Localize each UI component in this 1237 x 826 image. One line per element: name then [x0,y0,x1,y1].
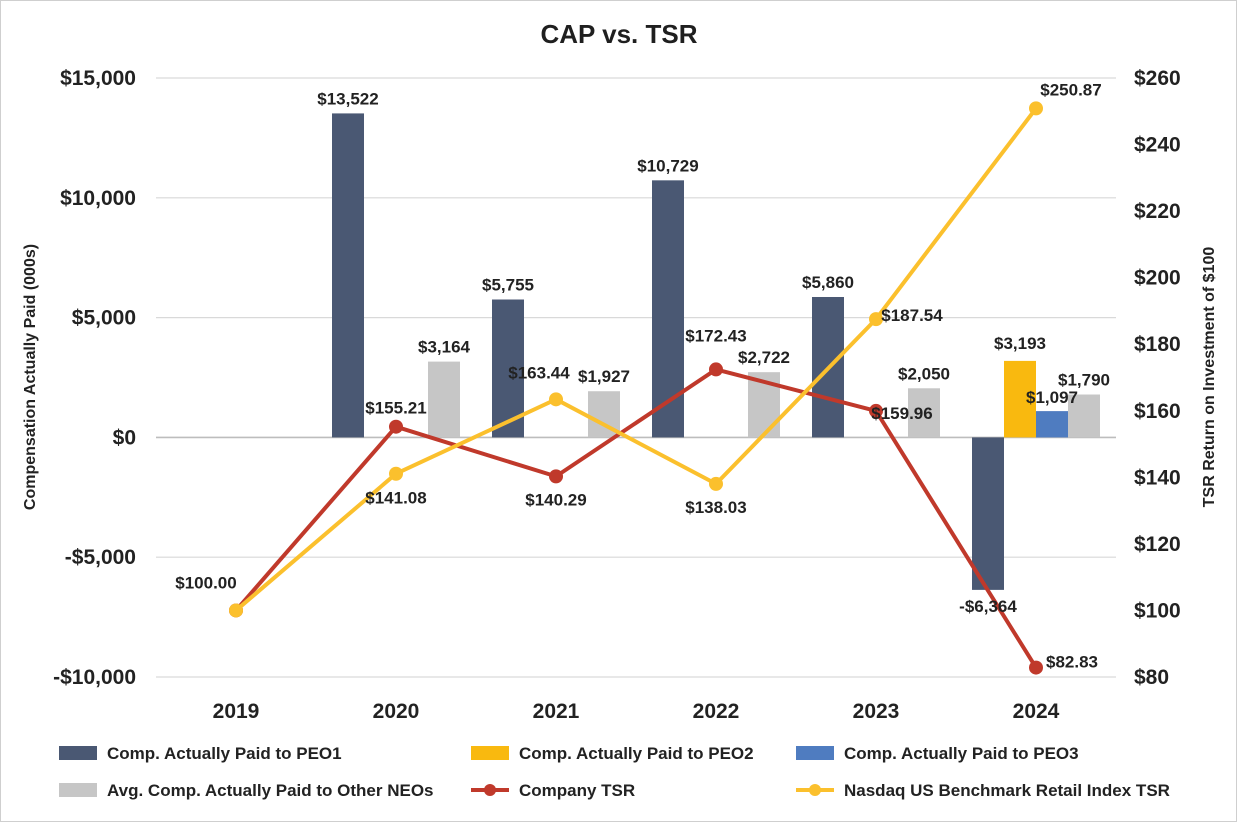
line-data-label: $163.44 [508,363,570,382]
line-point [549,392,563,407]
line-data-label: $140.29 [525,490,586,509]
line-point [389,466,403,481]
line-data-label: $172.43 [685,326,746,345]
bar [1004,360,1036,438]
line-data-label: $155.21 [365,399,426,418]
line-point [229,603,243,618]
bar [1068,394,1100,438]
x-tick-label: 2022 [693,700,740,723]
x-tick-label: 2021 [533,700,580,723]
gridlines [156,77,1116,678]
line-point [709,362,723,377]
x-tick-label: 2019 [213,700,260,723]
bar-data-label: $2,722 [738,348,790,367]
left-tick-label: $15,000 [60,67,136,90]
right-tick-label: $80 [1134,666,1169,689]
bar-data-label: $1,927 [578,367,630,386]
line-data-label: $82.83 [1046,653,1098,672]
bar [652,180,684,438]
chart-title: CAP vs. TSR [540,19,697,49]
line-data-label: $141.08 [365,489,426,508]
line-data-label: $100.00 [175,573,236,592]
bar-data-label: $5,755 [482,276,534,295]
left-tick-label: $10,000 [60,187,136,210]
right-tick-label: $140 [1134,466,1181,489]
left-tick-label: $0 [113,426,136,449]
line-point [869,403,883,418]
line-data-label: $187.54 [881,306,943,325]
legend-label: Avg. Comp. Actually Paid to Other NEOs [107,781,434,800]
bar-data-label: $2,050 [898,364,950,383]
line-point [709,476,723,491]
line-point [869,312,883,327]
x-tick-label: 2023 [853,700,900,723]
bar-data-label: $3,193 [994,334,1046,353]
legend: Comp. Actually Paid to PEO1 Comp. Actuall… [59,744,1170,800]
x-tick-label: 2020 [373,700,420,723]
right-axis-ticks: $260 $240 $220 $200 $180 $160 $140 $120 $100 $80 [1134,67,1181,689]
bar-data-label: $1,790 [1058,371,1110,390]
right-tick-label: $160 [1134,400,1181,423]
left-tick-label: -$5,000 [65,546,136,569]
line-series [229,101,1043,675]
legend-swatch [471,746,509,760]
right-tick-label: $120 [1134,533,1181,556]
line-point [549,469,563,484]
bar-data-label: -$6,364 [959,597,1017,616]
bar-data-label: $1,097 [1026,388,1078,407]
right-tick-label: $220 [1134,200,1181,223]
bar-series [332,113,1100,590]
right-tick-label: $180 [1134,333,1181,356]
x-axis-ticks: 2019 2020 2021 2022 2023 2024 [213,700,1060,723]
line-path [234,107,1038,612]
legend-swatch [796,746,834,760]
line-data-label: $138.03 [685,498,746,517]
left-tick-label: $5,000 [72,307,136,330]
legend-label: Nasdaq US Benchmark Retail Index TSR [844,781,1170,800]
line-point [389,419,403,434]
line-data-label: $159.96 [871,404,932,423]
line-data-label: $250.87 [1040,80,1101,99]
legend-marker [484,784,496,796]
legend-swatch [59,783,97,797]
line-path [234,367,1038,669]
right-tick-label: $240 [1134,134,1181,157]
line-point [1029,660,1043,675]
bar [1036,411,1068,438]
bar-data-label: $10,729 [637,156,698,175]
legend-swatch [59,746,97,760]
legend-label: Comp. Actually Paid to PEO2 [519,744,754,763]
right-tick-label: $260 [1134,67,1181,90]
bar [492,299,524,438]
left-axis-title: Compensation Actually Paid (000s) [22,244,39,510]
right-axis-title: TSR Return on Investment of $100 [1201,247,1218,508]
legend-label: Company TSR [519,781,635,800]
bar-data-label: $3,164 [418,338,471,357]
right-tick-label: $200 [1134,267,1181,290]
legend-marker [809,784,821,796]
left-tick-label: -$10,000 [53,666,136,689]
legend-label: Comp. Actually Paid to PEO1 [107,744,342,763]
bar [908,388,940,438]
bar-data-label: $5,860 [802,273,854,292]
left-axis-ticks: $15,000 $10,000 $5,000 $0 -$5,000 -$10,000 [53,67,136,689]
line-point [1029,101,1043,116]
bar [428,361,460,438]
right-tick-label: $100 [1134,599,1181,622]
data-labels: $13,522 $5,755 $10,729 $5,860 -$6,364 $3,193 $… [175,80,1110,671]
x-tick-label: 2024 [1013,700,1060,723]
bar [332,113,364,438]
bar [972,437,1004,590]
legend-label: Comp. Actually Paid to PEO3 [844,744,1079,763]
bar-data-label: $13,522 [317,89,378,108]
